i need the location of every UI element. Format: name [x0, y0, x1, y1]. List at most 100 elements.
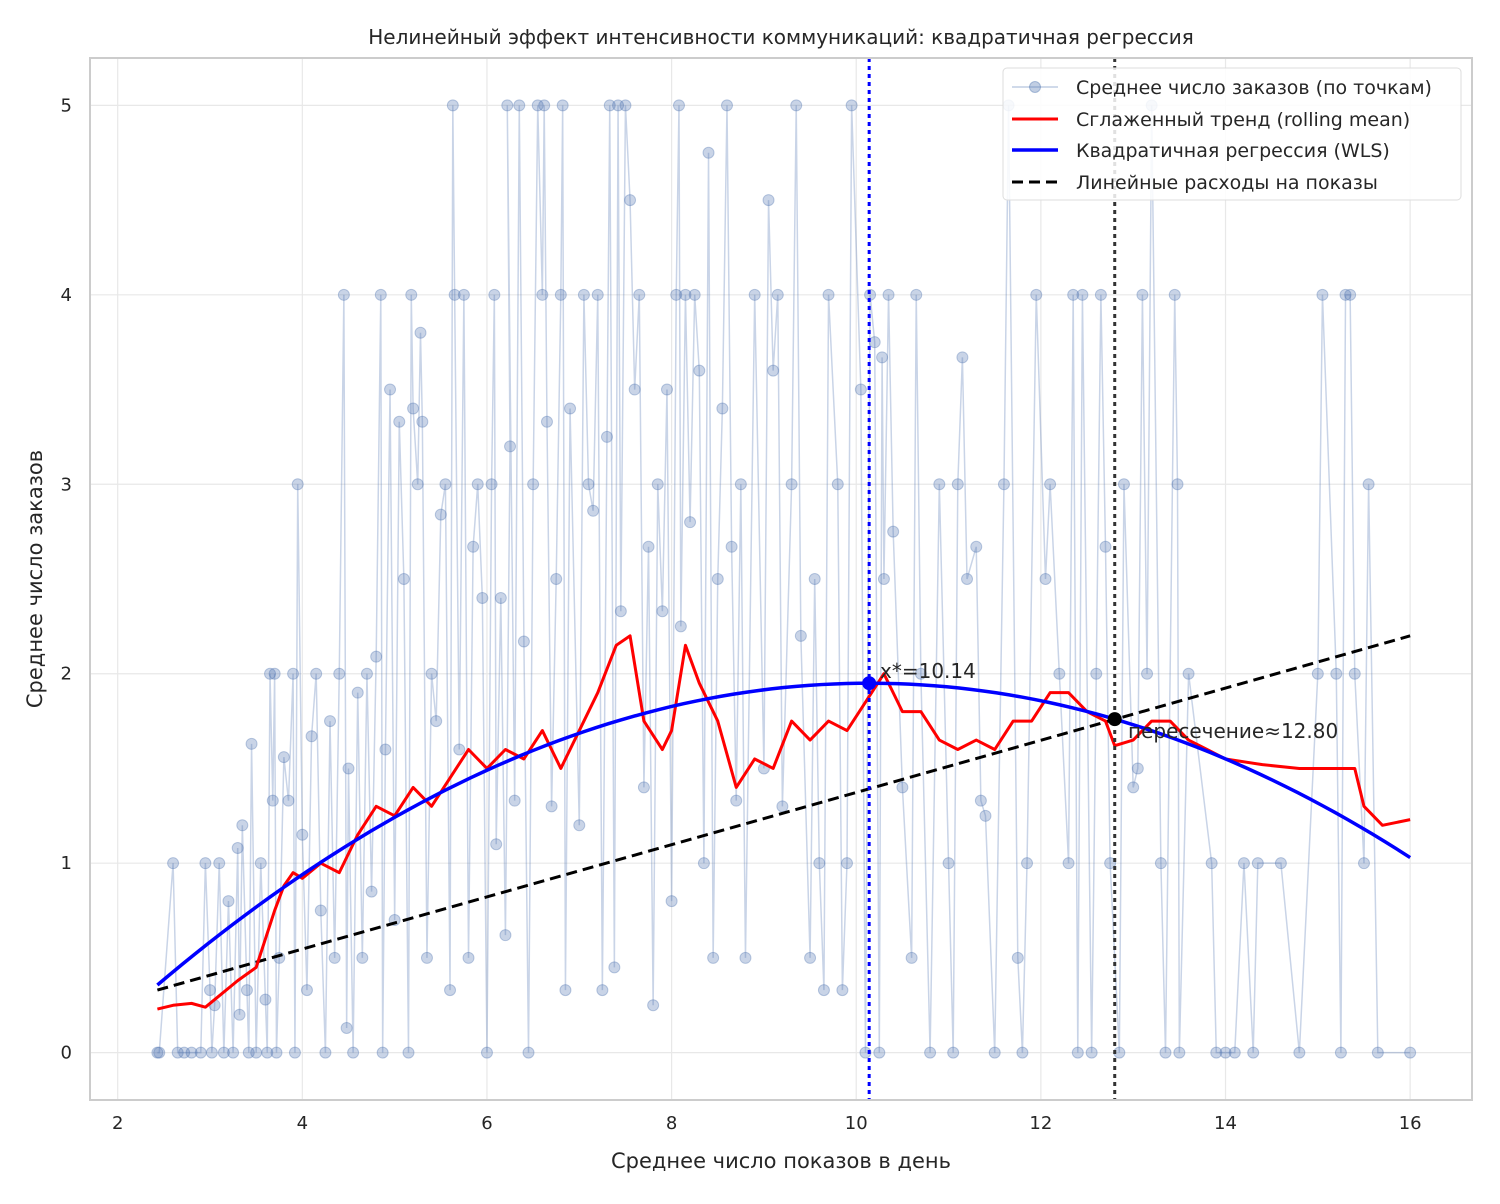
- data-point: [556, 99, 569, 112]
- data-point: [1030, 288, 1043, 301]
- data-point: [270, 1046, 283, 1059]
- data-point: [790, 99, 803, 112]
- data-point: [970, 540, 983, 553]
- data-point: [854, 383, 867, 396]
- data-point: [942, 857, 955, 870]
- data-point: [776, 800, 789, 813]
- data-point: [287, 667, 300, 680]
- data-point: [485, 478, 498, 491]
- data-point: [672, 99, 685, 112]
- data-point: [1104, 857, 1117, 870]
- data-point: [194, 1046, 207, 1059]
- data-point: [414, 326, 427, 339]
- data-point: [924, 1046, 937, 1059]
- data-point: [637, 781, 650, 794]
- data-point: [702, 146, 715, 159]
- y-tick-label: 5: [61, 95, 72, 116]
- data-point: [1330, 667, 1343, 680]
- data-point: [305, 730, 318, 743]
- y-tick-label: 4: [61, 285, 72, 306]
- data-point: [319, 1046, 332, 1059]
- data-point: [608, 961, 621, 974]
- data-point: [771, 288, 784, 301]
- data-point: [628, 383, 641, 396]
- grid: [90, 58, 1472, 1100]
- data-point: [446, 99, 459, 112]
- y-tick-label: 2: [61, 664, 72, 685]
- data-point: [910, 288, 923, 301]
- data-point: [471, 478, 484, 491]
- optimum-label: x*=10.14: [880, 659, 976, 683]
- data-point: [600, 430, 613, 443]
- data-point: [619, 99, 632, 112]
- data-point: [324, 715, 337, 728]
- data-point: [804, 951, 817, 964]
- data-point: [522, 1046, 535, 1059]
- data-point: [684, 516, 697, 529]
- data-point: [933, 478, 946, 491]
- data-point: [647, 999, 660, 1012]
- data-point: [282, 794, 295, 807]
- data-point: [767, 364, 780, 377]
- data-point: [876, 351, 889, 364]
- data-point: [716, 402, 729, 415]
- legend: Среднее число заказов (по точкам) Сглаже…: [1002, 67, 1462, 201]
- data-point: [467, 540, 480, 553]
- data-point: [240, 984, 253, 997]
- x-tick-label: 6: [481, 1113, 492, 1134]
- data-point: [1210, 1046, 1223, 1059]
- data-point: [536, 288, 549, 301]
- data-point: [1044, 478, 1057, 491]
- data-point: [1339, 288, 1352, 301]
- data-point: [734, 478, 747, 491]
- legend-label-trend: Сглаженный тренд (rolling mean): [1076, 109, 1410, 131]
- data-point: [425, 667, 438, 680]
- data-point: [342, 762, 355, 775]
- y-axis-label: Среднее число заказов: [23, 450, 47, 708]
- data-point: [261, 1046, 274, 1059]
- data-point: [1117, 478, 1130, 491]
- data-point: [462, 951, 475, 964]
- data-point: [1094, 288, 1107, 301]
- y-tick-label: 1: [61, 853, 72, 874]
- data-point: [513, 99, 526, 112]
- data-point: [612, 99, 625, 112]
- data-point: [490, 838, 503, 851]
- data-point: [1136, 288, 1149, 301]
- data-point: [204, 984, 217, 997]
- data-point: [351, 686, 364, 699]
- data-point: [402, 1046, 415, 1059]
- data-point: [501, 99, 514, 112]
- data-point: [660, 383, 673, 396]
- data-point: [167, 857, 180, 870]
- data-point: [587, 504, 600, 517]
- data-point: [868, 336, 881, 349]
- data-point: [476, 591, 489, 604]
- x-tick-label: 14: [1214, 1113, 1237, 1134]
- data-point: [785, 478, 798, 491]
- data-point: [266, 794, 279, 807]
- x-tick-label: 12: [1029, 1113, 1052, 1134]
- data-point: [222, 895, 235, 908]
- data-point: [1039, 573, 1052, 585]
- data-point: [227, 1046, 240, 1059]
- data-point: [961, 573, 974, 585]
- data-point: [213, 857, 226, 870]
- data-point: [185, 1046, 198, 1059]
- data-point: [836, 984, 849, 997]
- optimum-marker: [862, 676, 877, 691]
- x-tick-label: 4: [297, 1113, 308, 1134]
- data-point: [340, 1022, 353, 1035]
- data-point: [1237, 857, 1250, 870]
- data-point: [242, 1046, 255, 1059]
- data-point: [1334, 1046, 1347, 1059]
- data-point: [250, 1046, 263, 1059]
- data-point: [499, 929, 512, 942]
- data-point: [831, 478, 844, 491]
- data-point: [730, 794, 743, 807]
- data-point: [1274, 857, 1287, 870]
- data-point: [1171, 478, 1184, 491]
- data-point: [365, 885, 378, 898]
